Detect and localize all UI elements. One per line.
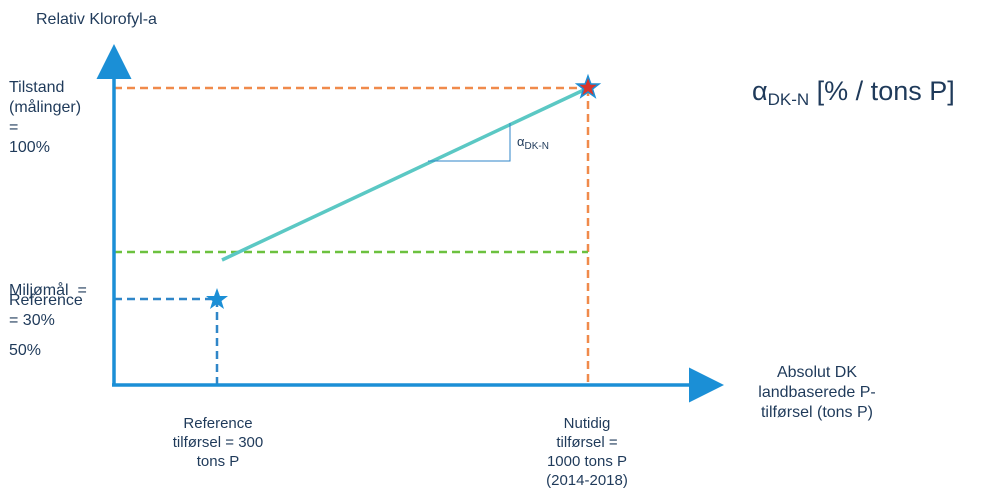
y-axis-title: Relativ Klorofyl-a [36, 11, 157, 28]
label-tilstand-line-3: = [9, 119, 19, 136]
label-reference-load: Reference tilførsel = 300 tons P [148, 414, 288, 471]
label-current-load-line-2: tilførsel = [556, 434, 618, 451]
slope-label-subscript: DK-N [524, 141, 549, 152]
label-reference-line-2: = 30% [9, 312, 55, 329]
slope-label: αDK-N [517, 134, 549, 155]
label-tilstand: Tilstand (målinger) = 100% [9, 78, 81, 158]
formula-symbol: α [752, 76, 768, 106]
x-axis-title-line-2: landbaserede P- [758, 384, 876, 401]
label-miljomal-line-2: 50% [9, 342, 42, 359]
formula-subscript: DK-N [767, 90, 810, 109]
label-current-load: Nutidig tilførsel = 1000 tons P (2014-20… [512, 414, 662, 490]
label-reference-line-1: Reference [9, 292, 83, 309]
reference-star-icon [206, 288, 228, 309]
label-tilstand-line-1: Tilstand [9, 79, 65, 96]
label-miljomal-line-1: Miljømål = [9, 282, 87, 299]
formula-unit: [% / tons P] [809, 76, 955, 106]
x-axis-title-line-1: Absolut DK [776, 364, 858, 381]
label-current-load-line-4: (2014-2018) [546, 472, 628, 489]
x-axis-title: Absolut DK landbaserede P- tilførsel (to… [724, 363, 910, 423]
label-reference-load-line-1: Reference [183, 415, 253, 432]
label-tilstand-line-4: 100% [9, 139, 50, 156]
trend-line [221, 86, 589, 262]
slope-label-symbol: α [517, 134, 525, 149]
slope-triangle [428, 123, 511, 162]
label-reference: Reference = 30% [9, 291, 83, 331]
current-star-icon [574, 73, 602, 99]
label-tilstand-line-2: (målinger) [9, 99, 82, 116]
x-axis-title-line-3: tilførsel (tons P) [760, 404, 873, 421]
slope-formula: αDK-N [% / tons P] [752, 74, 955, 117]
label-reference-load-line-2: tilførsel = 300 [172, 434, 264, 451]
label-miljomal: Miljømål = 50% [9, 241, 87, 381]
label-current-load-line-3: 1000 tons P [546, 453, 628, 470]
label-reference-load-line-3: tons P [196, 453, 240, 470]
label-current-load-line-1: Nutidig [563, 415, 611, 432]
